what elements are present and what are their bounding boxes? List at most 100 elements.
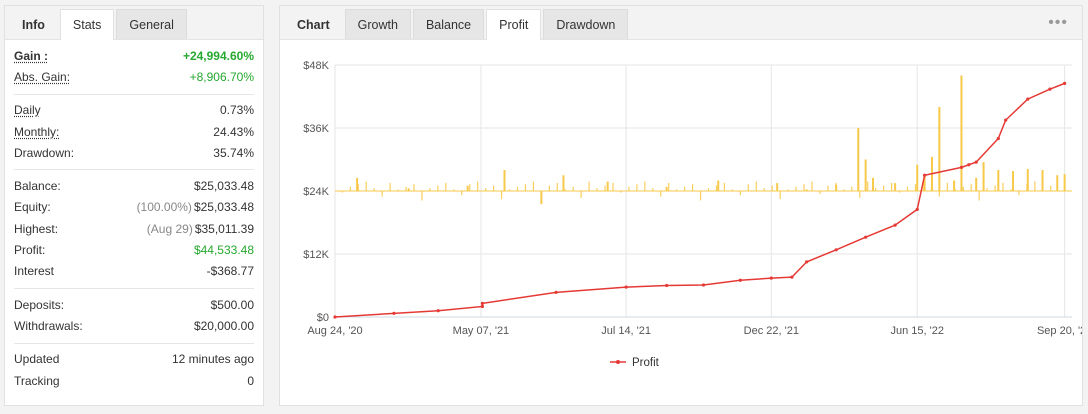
meta-group: Updated 12 minutes ago Tracking 0: [14, 344, 254, 398]
profit-bar-small: [883, 185, 885, 191]
profit-bar-small: [604, 185, 606, 191]
tab-info[interactable]: Info: [22, 18, 45, 32]
profit-bar-small: [835, 182, 837, 191]
profit-bar-small: [429, 188, 431, 191]
drawdown-label: Drawdown:: [14, 145, 75, 160]
profit-bar-small: [461, 191, 463, 196]
profit-bar: [982, 162, 985, 191]
updated-row: Updated 12 minutes ago: [14, 349, 254, 370]
profit-bar: [466, 185, 469, 191]
profit-bar-small: [890, 182, 893, 191]
profit-line: [334, 82, 1065, 318]
more-options-icon[interactable]: •••: [1048, 14, 1068, 31]
profit-bar-small: [413, 184, 415, 191]
profit-point: [974, 160, 978, 164]
tab-general[interactable]: General: [116, 9, 187, 39]
tab-stats[interactable]: Stats: [59, 9, 115, 40]
tracking-row: Tracking 0: [14, 370, 254, 391]
deposits-row: Deposits: $500.00: [14, 294, 254, 315]
profit-bar-small: [620, 191, 622, 193]
profit-bar: [857, 128, 860, 191]
gain-label[interactable]: Gain :: [14, 48, 49, 63]
profit-point: [665, 283, 669, 288]
profit-bar-small: [1018, 191, 1020, 196]
profit-bar: [665, 186, 668, 191]
tab-growth[interactable]: Growth: [344, 9, 411, 39]
profit-bar-small: [811, 181, 813, 191]
profit-bar-small: [723, 182, 726, 191]
profit-bar-small: [500, 191, 503, 200]
profit-bar: [975, 177, 978, 191]
abs-gain-label[interactable]: Abs. Gain:: [14, 69, 71, 84]
profit-point: [738, 278, 742, 282]
profit-point: [1004, 118, 1008, 122]
profit-bar-small: [548, 185, 550, 191]
profit-bar: [407, 188, 410, 191]
profit-bar: [960, 75, 963, 191]
profit-bar-small: [731, 189, 733, 191]
highest-row: Highest: (Aug 29) $35,011.39: [14, 218, 254, 239]
x-tick-label: Aug 24, '20: [307, 325, 362, 337]
daily-label[interactable]: Daily: [14, 103, 41, 118]
legend-marker: [616, 360, 620, 364]
tab-profit[interactable]: Profit: [486, 9, 542, 40]
profit-bar: [997, 170, 1000, 191]
x-tick-label: Jul 14, '21: [601, 325, 651, 337]
profit-bar-small: [875, 188, 877, 191]
profit-bar: [894, 183, 897, 191]
profit-point: [701, 283, 706, 287]
balance-label: Balance:: [14, 179, 61, 194]
profit-bar-small: [668, 182, 670, 191]
profit-bar-small: [1026, 184, 1028, 191]
profit-point: [1026, 97, 1030, 101]
profit-bar: [356, 177, 359, 191]
profit-bar-small: [771, 185, 773, 191]
profit-bar-small: [652, 188, 654, 191]
highest-label: Highest:: [14, 221, 59, 236]
equity-row: Equity: (100.00%) $25,033.48: [14, 197, 254, 218]
profit-bar-small: [946, 182, 948, 191]
y-tick-label: $24K: [303, 186, 329, 198]
profit-bar: [717, 180, 720, 191]
monthly-label[interactable]: Monthly:: [14, 124, 60, 139]
profit-value: $44,533.48: [193, 243, 254, 258]
monthly-row: Monthly: 24.43%: [14, 121, 254, 142]
x-tick-label: May 07, '21: [453, 325, 510, 337]
profit-bar: [503, 170, 506, 191]
y-tick-label: $48K: [303, 60, 329, 72]
profit-bar-small: [445, 182, 447, 191]
profit-bar-small: [580, 191, 582, 198]
profit-bar-small: [596, 188, 598, 191]
profit-bar-small: [795, 186, 797, 191]
profit-bar-small: [827, 185, 829, 191]
tab-drawdown[interactable]: Drawdown: [543, 9, 629, 39]
profit-bar-small: [556, 182, 558, 191]
profit-bar-small: [508, 189, 511, 191]
tab-balance[interactable]: Balance: [412, 9, 485, 39]
profit-point: [769, 276, 773, 280]
profit-bar-small: [867, 181, 869, 191]
profit-point: [1063, 81, 1067, 85]
transfers-group: Deposits: $500.00 Withdrawals: $20,000.0…: [14, 289, 254, 344]
drawdown-row: Drawdown: 35.74%: [14, 142, 254, 163]
drawdown-value: 35.74%: [213, 145, 254, 160]
abs-gain-value: +8,906.70%: [189, 69, 254, 84]
profit-bar-small: [684, 186, 686, 191]
profit-bar-small: [612, 182, 614, 191]
profit-bar-small: [906, 186, 909, 191]
profit-point: [392, 311, 396, 315]
tracking-label: Tracking: [14, 373, 60, 388]
profit-bar-small: [493, 185, 495, 191]
profit-bar-small: [1002, 182, 1004, 191]
rate-group: Daily 0.73% Monthly: 24.43% Drawdown: 35…: [14, 95, 254, 171]
abs-gain-row: Abs. Gain: +8,906.70%: [14, 66, 254, 87]
tab-chart[interactable]: Chart: [297, 18, 330, 32]
gain-row: Gain : +24,994.60%: [14, 45, 254, 66]
profit-bar-small: [564, 189, 566, 191]
withdrawals-value: $20,000.00: [193, 318, 254, 333]
profit-bar-small: [660, 191, 662, 197]
profit-point: [915, 207, 919, 211]
profit-point: [1048, 87, 1052, 91]
profit-bar-small: [676, 189, 678, 191]
profit-bar-small: [628, 186, 630, 191]
